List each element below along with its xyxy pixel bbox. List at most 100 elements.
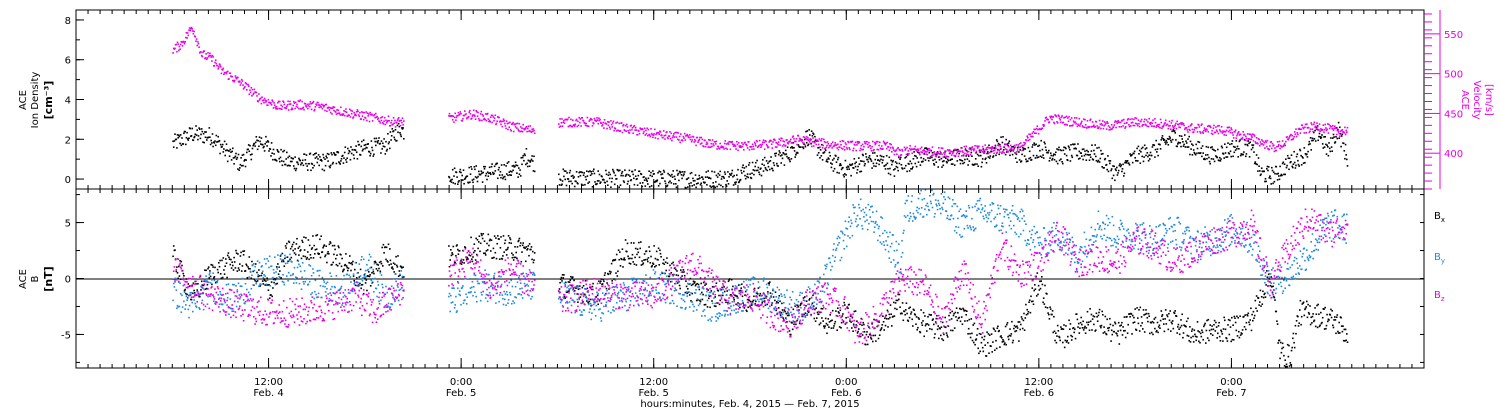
data-point [1035, 127, 1038, 130]
data-point [511, 165, 514, 167]
data-point [868, 326, 870, 328]
data-point [1281, 140, 1284, 142]
data-point [1184, 146, 1187, 148]
data-point [560, 276, 563, 279]
data-point [316, 234, 319, 236]
data-point [193, 135, 196, 138]
data-point [626, 126, 629, 128]
data-point [608, 121, 610, 123]
data-point [1102, 332, 1105, 334]
data-point [779, 300, 781, 303]
data-point [728, 176, 730, 178]
data-point [645, 179, 648, 181]
data-point [1120, 126, 1122, 128]
data-point [282, 100, 284, 102]
data-point [933, 323, 935, 326]
data-point [1099, 123, 1102, 126]
data-point [563, 122, 566, 124]
data-point [949, 152, 952, 154]
data-point [1323, 128, 1326, 131]
data-point [857, 142, 859, 144]
data-point [887, 318, 890, 320]
data-point [468, 111, 470, 114]
data-point [483, 252, 485, 255]
data-point [1285, 158, 1287, 160]
data-point [707, 146, 709, 148]
data-point [843, 301, 845, 304]
data-point [785, 312, 788, 315]
data-point [567, 178, 570, 180]
data-point [279, 156, 282, 159]
data-point [1112, 165, 1114, 167]
data-point [694, 284, 697, 287]
data-point [390, 263, 392, 265]
data-point [340, 265, 343, 268]
data-point [827, 318, 830, 320]
data-point [515, 251, 517, 254]
data-point [1051, 313, 1053, 316]
data-point [981, 151, 983, 153]
data-point [192, 292, 194, 295]
data-point [804, 312, 807, 314]
data-point [197, 283, 199, 285]
data-point [622, 124, 625, 126]
data-point [665, 269, 667, 272]
data-point [870, 147, 872, 150]
data-point [209, 54, 212, 57]
data-point [1290, 138, 1293, 141]
data-point [726, 290, 728, 292]
data-point [974, 152, 977, 154]
data-point [1044, 306, 1047, 308]
data-point [305, 162, 307, 165]
data-point [524, 247, 526, 250]
data-point [584, 280, 587, 282]
data-point [363, 274, 366, 276]
data-point [929, 149, 932, 152]
data-point [872, 340, 874, 343]
data-point [228, 150, 230, 152]
data-point [597, 122, 599, 125]
data-point [1300, 164, 1303, 166]
data-point [664, 261, 667, 263]
data-point [382, 142, 384, 145]
data-point [521, 156, 524, 159]
data-point [336, 264, 339, 267]
data-point [1004, 148, 1007, 150]
data-point [1153, 318, 1156, 320]
data-point [528, 159, 530, 162]
data-point [709, 139, 711, 141]
data-point [1044, 146, 1047, 149]
data-point [1286, 164, 1288, 167]
data-point [280, 277, 282, 279]
data-point [1071, 156, 1074, 159]
data-point [1088, 329, 1091, 332]
data-point [895, 299, 898, 302]
data-point [937, 325, 939, 327]
data-point [486, 249, 489, 251]
data-point [823, 327, 826, 329]
data-point [745, 309, 748, 312]
data-point [988, 147, 990, 149]
data-point [1039, 155, 1042, 158]
data-point [1252, 139, 1255, 142]
data-point [1189, 153, 1191, 156]
data-point [686, 292, 688, 295]
data-point [188, 137, 190, 139]
data-point [1260, 139, 1263, 141]
data-point [197, 42, 200, 45]
data-point [1107, 327, 1109, 329]
data-point [750, 177, 753, 180]
data-point [250, 158, 253, 161]
data-point [503, 251, 505, 253]
data-point [272, 100, 274, 103]
data-point [690, 140, 693, 143]
data-point [271, 99, 273, 101]
data-point [284, 257, 286, 260]
data-point [192, 282, 195, 284]
data-point [448, 115, 450, 117]
data-point [483, 117, 486, 120]
data-point [515, 122, 517, 125]
data-point [191, 28, 193, 30]
data-point [946, 334, 948, 336]
data-point [653, 133, 655, 135]
